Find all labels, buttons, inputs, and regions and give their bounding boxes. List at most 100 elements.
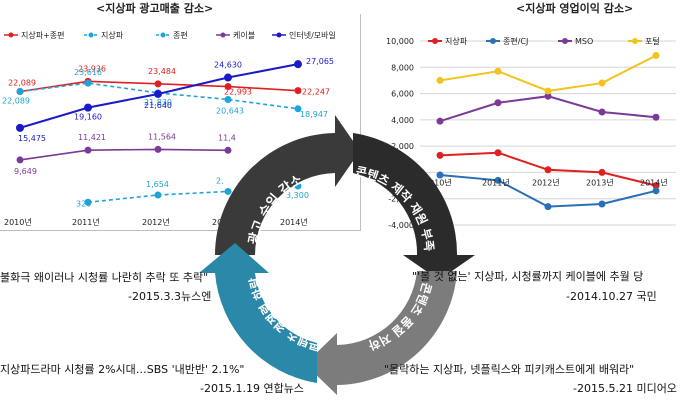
data-point [598, 168, 606, 176]
data-point [154, 145, 162, 153]
x-tick-label: 2012년 [532, 177, 560, 187]
left-chart-svg: 지상파+종편 지상파 종편 케이블 인터넷/모바일 22,089 23,936 23,484 2… [2, 30, 336, 227]
legend-marker [562, 38, 568, 44]
legend-label: 인터넷/모바일 [289, 30, 336, 40]
legend-label: 종편 [173, 30, 188, 40]
data-point [544, 203, 552, 211]
legend-marker [632, 38, 638, 44]
data-point [224, 73, 232, 82]
data-point [224, 187, 232, 195]
data-label: 18,947 [300, 110, 328, 119]
data-point [84, 146, 92, 154]
left-chart-frame [0, 14, 361, 231]
data-point [294, 105, 302, 113]
data-point [652, 51, 660, 59]
data-point [598, 79, 606, 87]
data-point [652, 113, 660, 121]
data-point [494, 176, 502, 184]
data-point [154, 191, 162, 199]
legend-label: 종편/CJ [503, 36, 528, 46]
data-label: 320 [76, 199, 91, 208]
legend-label: 포털 [645, 36, 660, 46]
legend-label: 지상파 [101, 30, 124, 40]
data-point [16, 156, 24, 164]
legend-marker [160, 32, 166, 38]
right-chart-panel: <지상파 영업이익 감소> 10,000 8,000 6,000 4,000 2,000… [366, 0, 681, 240]
x-tick-label: 2014년 [640, 177, 668, 187]
data-point [294, 87, 302, 95]
series-line [439, 54, 657, 92]
x-tick-label: 2011년 [72, 217, 100, 227]
data-label: 21,640 [144, 101, 172, 110]
news-source-4: -2015.5.21 미디어오 [573, 382, 677, 395]
legend-label: MSO [575, 37, 593, 46]
series-line [19, 82, 299, 110]
data-point [436, 151, 444, 159]
left-chart-panel: <지상파 광고매출 감소> 지상파+종편 지상파 종편 케이블 인터넷/모바일 22,08… [0, 0, 362, 232]
data-point [544, 87, 552, 95]
data-point [544, 166, 552, 174]
data-point [154, 80, 162, 88]
x-tick-label: 2013년 [586, 177, 614, 187]
data-point [598, 108, 606, 116]
data-label: 22,089 [2, 97, 30, 106]
data-point [652, 182, 660, 190]
news-source-2: -2014.10.27 국민 [566, 290, 657, 303]
y-tick-label: 2,000 [391, 142, 414, 151]
data-point [224, 95, 232, 103]
legend-label: 지상파 [445, 36, 468, 46]
data-point [224, 146, 232, 154]
data-point [544, 92, 552, 100]
cycle-diagram: 광고 수익 감소 콘텐츠 제작 재원 부족 콘텐츠 품질 저하 콘텐츠 경쟁력 … [199, 115, 475, 395]
data-label: 23,616 [74, 68, 102, 77]
data-label: 22,089 [8, 79, 36, 88]
data-point [16, 123, 24, 132]
y-tick-label: 4,000 [391, 116, 414, 125]
legend-label: 지상파+종편 [21, 30, 65, 40]
data-label: 9,649 [14, 167, 37, 176]
cycle-segment-left [199, 243, 317, 383]
left-chart-title: <지상파 광고매출 감소> [96, 2, 214, 15]
news-quote-3: 지상파드라마 시청률 2%시대…SBS '내반반' 2.1%" [0, 363, 245, 376]
data-point [224, 83, 232, 91]
data-label: 22,247 [302, 88, 330, 97]
news-quote-2: "'볼 것 없는' 지상파, 시청률까지 케이블에 추월 당 [412, 270, 644, 283]
x-tick-label: 2014년 [280, 217, 308, 227]
x-tick-label: 2010년 [424, 177, 452, 187]
data-label: 1,654 [146, 180, 169, 189]
cycle-segment-top [215, 115, 360, 255]
data-point [294, 182, 302, 190]
legend-marker [276, 32, 282, 38]
data-point [436, 171, 444, 179]
data-label: 11,421 [78, 133, 106, 142]
y-tick-label: 8,000 [391, 63, 414, 72]
data-label: 3,300 [286, 191, 309, 200]
cycle-segment-bottom [305, 271, 457, 395]
data-point [436, 76, 444, 84]
y-tick-label: -4,000 [388, 221, 414, 230]
news-quote-1: 불화극 왜이러나 시청률 나란히 추락 또 추락" [0, 271, 209, 284]
legend-marker [220, 32, 226, 38]
data-point [494, 67, 502, 75]
legend-marker [88, 32, 94, 38]
data-label: 19,160 [74, 113, 102, 122]
cycle-segment-right [353, 133, 475, 280]
data-point [294, 60, 302, 69]
data-label: 23,936 [78, 64, 106, 73]
series-line [19, 148, 229, 161]
x-tick-label: 2012년 [142, 217, 170, 227]
data-point [84, 198, 92, 206]
data-label: 20,643 [216, 106, 244, 115]
y-tick-label: 10,000 [386, 37, 414, 46]
data-label: 11,564 [148, 132, 176, 141]
right-chart-title: <지상파 영업이익 감소> [516, 2, 634, 15]
news-source-1: -2015.3.3뉴스엔 [128, 290, 212, 303]
news-quote-4: "몰락하는 지상파, 넷플릭스와 피키캐스트에게 배워라" [384, 363, 635, 376]
legend-marker [8, 32, 14, 38]
data-point [598, 200, 606, 208]
data-label: 2, [216, 176, 224, 185]
data-label: 27,065 [306, 57, 334, 66]
data-label: 24,630 [214, 61, 242, 70]
data-label: 15,475 [18, 134, 46, 143]
news-source-3: -2015.1.19 연합뉴스 [200, 382, 304, 395]
